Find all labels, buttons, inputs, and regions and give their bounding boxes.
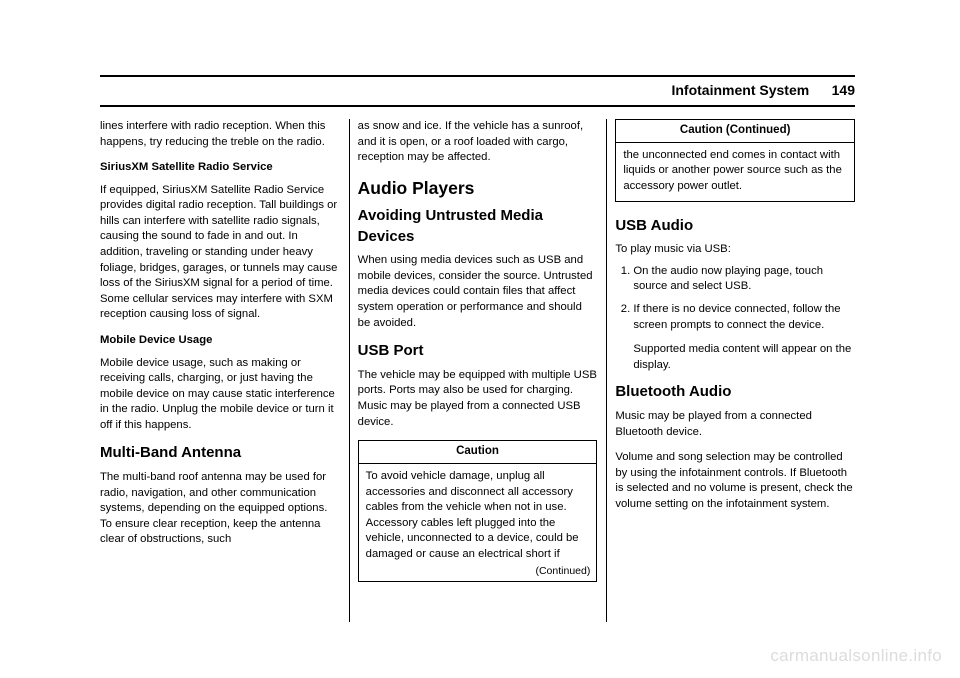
caution-continued-label: (Continued) bbox=[359, 564, 597, 580]
heading-audio-players: Audio Players bbox=[358, 176, 598, 200]
body-text: Mobile device usage, such as making or r… bbox=[100, 356, 340, 434]
body-text: The multi-band roof antenna may be used … bbox=[100, 470, 340, 548]
caution-heading: Caution (Continued) bbox=[616, 120, 854, 143]
column-2: as snow and ice. If the vehicle has a su… bbox=[358, 119, 598, 622]
body-text: The vehicle may be equipped with multipl… bbox=[358, 368, 598, 430]
body-text: as snow and ice. If the vehicle has a su… bbox=[358, 119, 598, 166]
text-columns: lines interfere with radio reception. Wh… bbox=[100, 119, 855, 622]
caution-box: Caution To avoid vehicle damage, unplug … bbox=[358, 440, 598, 582]
list-item: If there is no device connected, follow … bbox=[633, 302, 855, 333]
body-text: Music may be played from a connected Blu… bbox=[615, 409, 855, 440]
usb-steps-list: On the audio now playing page, touch sou… bbox=[615, 264, 855, 333]
subheading-sxm: SiriusXM Satellite Radio Service bbox=[100, 160, 340, 176]
heading-untrusted: Avoiding Untrusted Media Devices bbox=[358, 206, 598, 247]
column-3: Caution (Continued) the unconnected end … bbox=[615, 119, 855, 622]
body-text: Volume and song selection may be control… bbox=[615, 450, 855, 512]
body-text: Supported media content will appear on t… bbox=[633, 342, 855, 373]
body-text: If equipped, SiriusXM Satellite Radio Se… bbox=[100, 183, 340, 323]
caution-body: the unconnected end comes in contact wit… bbox=[616, 143, 854, 201]
heading-antenna: Multi-Band Antenna bbox=[100, 443, 340, 464]
manual-page: Infotainment System 149 lines interfere … bbox=[100, 75, 855, 635]
heading-usb-port: USB Port bbox=[358, 341, 598, 362]
body-text: To play music via USB: bbox=[615, 242, 855, 258]
section-title: Infotainment System bbox=[671, 82, 809, 98]
column-1: lines interfere with radio reception. Wh… bbox=[100, 119, 340, 622]
body-text: When using media devices such as USB and… bbox=[358, 253, 598, 331]
caution-heading: Caution bbox=[359, 441, 597, 464]
heading-bluetooth-audio: Bluetooth Audio bbox=[615, 382, 855, 403]
page-number: 149 bbox=[832, 82, 855, 98]
watermark: carmanualsonline.info bbox=[770, 646, 942, 666]
body-text: lines interfere with radio reception. Wh… bbox=[100, 119, 340, 150]
subheading-mobile: Mobile Device Usage bbox=[100, 333, 340, 349]
list-item: On the audio now playing page, touch sou… bbox=[633, 264, 855, 295]
page-header: Infotainment System 149 bbox=[100, 75, 855, 107]
caution-body: To avoid vehicle damage, unplug all acce… bbox=[359, 464, 597, 564]
caution-box-continued: Caution (Continued) the unconnected end … bbox=[615, 119, 855, 202]
heading-usb-audio: USB Audio bbox=[615, 216, 855, 237]
